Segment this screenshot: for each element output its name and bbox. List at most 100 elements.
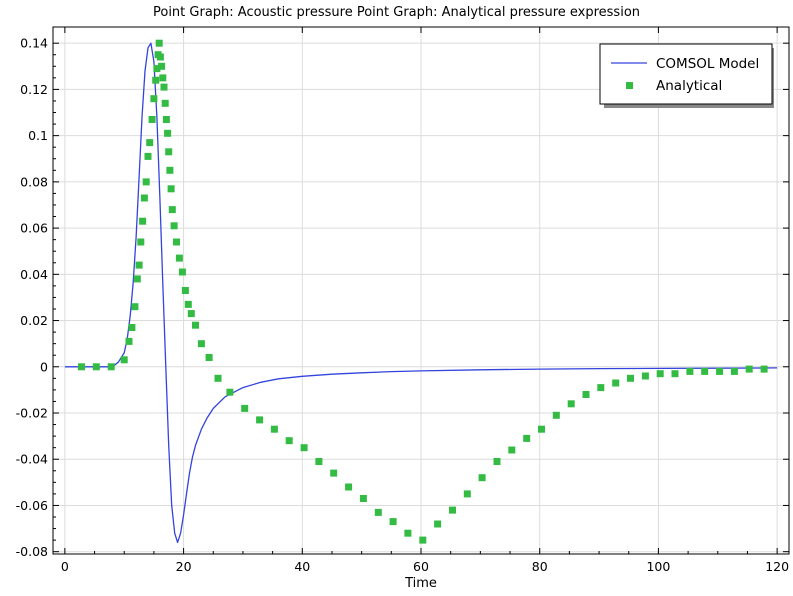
analytical-marker — [656, 370, 664, 378]
y-tick-label: 0.12 — [20, 82, 48, 97]
y-tick-label: -0.02 — [16, 406, 48, 421]
analytical-marker — [330, 469, 338, 477]
analytical-marker — [701, 367, 709, 375]
analytical-marker — [135, 261, 143, 269]
x-tick-label: 80 — [532, 559, 548, 574]
analytical-marker — [153, 65, 161, 73]
analytical-marker — [165, 148, 173, 156]
analytical-marker — [173, 238, 180, 246]
analytical-marker — [359, 495, 367, 502]
analytical-marker — [128, 324, 136, 331]
analytical-marker — [166, 166, 174, 174]
analytical-marker — [170, 222, 178, 230]
legend-analytical-label: Analytical — [656, 78, 722, 94]
x-tick-label: 40 — [294, 559, 310, 574]
analytical-marker — [300, 444, 308, 452]
analytical-marker — [133, 275, 141, 283]
analytical-marker — [686, 367, 694, 375]
analytical-marker — [146, 139, 154, 147]
analytical-marker — [214, 374, 222, 382]
analytical-marker — [508, 446, 516, 454]
analytical-marker — [92, 363, 100, 371]
y-tick-label: 0.04 — [20, 267, 48, 282]
analytical-marker — [178, 268, 186, 276]
analytical-marker — [152, 76, 160, 84]
analytical-marker — [523, 434, 531, 442]
analytical-marker — [205, 354, 213, 361]
analytical-marker — [140, 194, 148, 202]
analytical-marker — [627, 374, 634, 382]
analytical-marker — [175, 254, 183, 262]
analytical-marker — [716, 367, 724, 375]
analytical-marker — [142, 178, 150, 186]
analytical-marker — [162, 116, 170, 123]
x-axis-label: Time — [404, 576, 437, 591]
analytical-marker — [158, 62, 166, 70]
analytical-marker — [181, 287, 189, 294]
analytical-marker — [78, 363, 85, 371]
y-tick-label: 0.06 — [20, 221, 48, 236]
analytical-marker — [148, 116, 156, 123]
analytical-marker — [159, 74, 167, 82]
analytical-marker — [184, 300, 192, 308]
y-tick-label: 0.14 — [20, 36, 48, 51]
y-tick-label: 0.1 — [28, 128, 48, 143]
analytical-marker — [345, 483, 353, 491]
analytical-marker — [671, 370, 679, 378]
analytical-marker — [270, 425, 278, 433]
analytical-marker — [192, 321, 199, 329]
analytical-marker — [139, 217, 147, 225]
analytical-marker — [597, 384, 605, 392]
x-tick-label: 0 — [61, 559, 69, 574]
analytical-marker — [241, 404, 249, 412]
analytical-marker — [641, 372, 649, 380]
analytical-marker — [131, 303, 139, 311]
analytical-marker — [374, 508, 382, 516]
analytical-marker — [107, 363, 115, 371]
analytical-marker — [156, 53, 164, 61]
y-tick-label: -0.08 — [16, 544, 48, 559]
analytical-marker — [730, 367, 738, 375]
analytical-marker — [404, 529, 412, 537]
y-tick-label: -0.04 — [16, 452, 48, 467]
analytical-marker — [120, 356, 128, 364]
analytical-marker — [256, 416, 264, 424]
analytical-marker — [582, 391, 590, 398]
analytical-marker — [125, 337, 133, 345]
chart-title: Point Graph: Acoustic pressure Point Gra… — [152, 5, 641, 20]
analytical-marker — [493, 458, 501, 465]
analytical-marker — [552, 411, 560, 419]
y-tick-label: -0.06 — [16, 498, 48, 513]
legend-box — [599, 43, 773, 105]
analytical-marker — [144, 152, 152, 160]
analytical-marker — [137, 238, 145, 246]
analytical-marker — [315, 458, 323, 465]
analytical-marker — [226, 388, 234, 396]
analytical-marker — [449, 506, 456, 514]
analytical-marker — [161, 99, 169, 107]
legend: COMSOL Model Analytical — [599, 43, 774, 108]
analytical-marker — [567, 400, 575, 408]
analytical-marker — [164, 129, 172, 137]
analytical-marker — [389, 518, 397, 526]
analytical-marker — [434, 520, 442, 528]
analytical-marker — [538, 425, 545, 433]
x-tick-label: 120 — [765, 559, 789, 574]
x-tick-label: 20 — [176, 559, 192, 574]
analytical-marker — [197, 340, 205, 348]
analytical-marker — [478, 474, 486, 482]
analytical-marker — [612, 379, 620, 387]
legend-model-label: COMSOL Model — [656, 56, 759, 72]
analytical-marker — [160, 83, 168, 91]
x-tick-label: 60 — [413, 559, 429, 574]
analytical-marker — [745, 365, 753, 373]
y-tick-label: 0.02 — [20, 313, 48, 328]
grid-lines — [53, 27, 789, 554]
analytical-marker — [155, 39, 163, 47]
analytical-marker — [167, 185, 175, 193]
y-tick-label: 0 — [40, 359, 48, 374]
series-comsol-model-line — [64, 42, 778, 544]
analytical-marker — [187, 310, 195, 318]
analytical-marker — [285, 437, 293, 445]
